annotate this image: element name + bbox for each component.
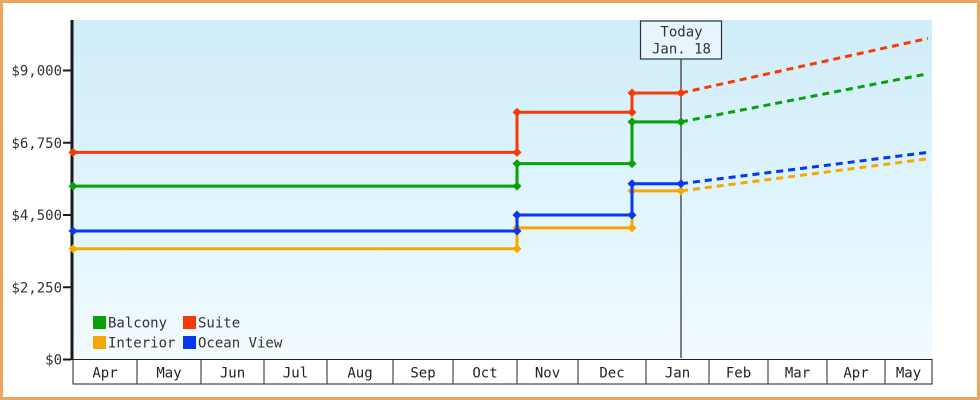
series-marker-ocean-view	[627, 179, 637, 189]
y-axis-tick-label: $0	[45, 353, 62, 369]
today-box-title: Today	[660, 25, 702, 41]
series-marker-suite	[68, 147, 78, 157]
series-marker-interior	[676, 186, 686, 196]
series-marker-balcony	[627, 159, 637, 169]
month-label: Dec	[599, 366, 624, 382]
legend-swatch-balcony	[93, 316, 106, 329]
month-label: May	[896, 366, 921, 382]
legend-label-balcony: Balcony	[108, 316, 167, 332]
legend-swatch-interior	[93, 336, 106, 349]
month-label: Aug	[347, 366, 372, 382]
series-marker-ocean-view	[512, 210, 522, 220]
month-cell	[392, 359, 454, 385]
month-label: Jun	[220, 366, 245, 382]
month-label: Sep	[410, 366, 435, 382]
series-marker-balcony	[512, 181, 522, 191]
month-cell	[72, 359, 138, 385]
month-cell	[516, 359, 579, 385]
series-line-suite	[73, 91, 682, 154]
series-marker-suite	[676, 88, 686, 98]
month-cell	[708, 359, 769, 385]
y-axis-tick-label: $9,000	[11, 64, 62, 80]
month-cell	[884, 359, 933, 385]
series-marker-interior	[627, 223, 637, 233]
series-marker-interior	[512, 244, 522, 254]
month-label: Mar	[785, 366, 810, 382]
month-cell	[326, 359, 394, 385]
series-line-interior	[73, 189, 682, 251]
series-marker-suite	[627, 107, 637, 117]
series-marker-suite	[512, 107, 522, 117]
month-label: Jan	[665, 366, 690, 382]
series-projection-interior	[680, 157, 929, 193]
series-marker-ocean-view	[627, 210, 637, 220]
month-label: Jul	[283, 366, 308, 382]
legend-swatch-ocean-view	[183, 336, 196, 349]
today-box-date: Jan. 18	[652, 42, 711, 58]
y-axis-tick-label: $6,750	[11, 136, 62, 152]
month-label: Apr	[843, 366, 868, 382]
month-label: Oct	[472, 366, 497, 382]
today-box	[639, 20, 723, 60]
series-projection-suite	[680, 36, 929, 95]
series-marker-balcony	[68, 181, 78, 191]
month-cell	[645, 359, 710, 385]
legend-label-interior: Interior	[108, 336, 175, 352]
legend-swatch-suite	[183, 316, 196, 329]
y-axis-tick-label: $2,250	[11, 280, 62, 296]
series-marker-ocean-view	[676, 179, 686, 189]
series-projection-ocean-view	[680, 150, 929, 186]
legend-label-suite: Suite	[198, 316, 240, 332]
series-marker-balcony	[627, 117, 637, 127]
series-line-balcony	[73, 120, 682, 188]
plot-background	[73, 20, 932, 360]
y-axis-tick-label: $4,500	[11, 208, 62, 224]
series-marker-suite	[512, 147, 522, 157]
series-marker-ocean-view	[512, 226, 522, 236]
series-marker-interior	[68, 244, 78, 254]
series-marker-ocean-view	[68, 226, 78, 236]
series-projection-balcony	[680, 72, 929, 124]
month-cell	[826, 359, 886, 385]
series-marker-balcony	[512, 159, 522, 169]
month-label: Apr	[92, 366, 117, 382]
series-marker-balcony	[676, 117, 686, 127]
series-line-ocean-view	[73, 182, 682, 233]
month-cell	[263, 359, 328, 385]
month-cell	[577, 359, 647, 385]
month-label: Feb	[726, 366, 751, 382]
series-marker-suite	[627, 88, 637, 98]
month-cell	[767, 359, 828, 385]
legend-label-ocean-view: Ocean View	[198, 336, 283, 352]
month-cell	[452, 359, 518, 385]
month-label: May	[156, 366, 181, 382]
month-label: Nov	[535, 366, 560, 382]
